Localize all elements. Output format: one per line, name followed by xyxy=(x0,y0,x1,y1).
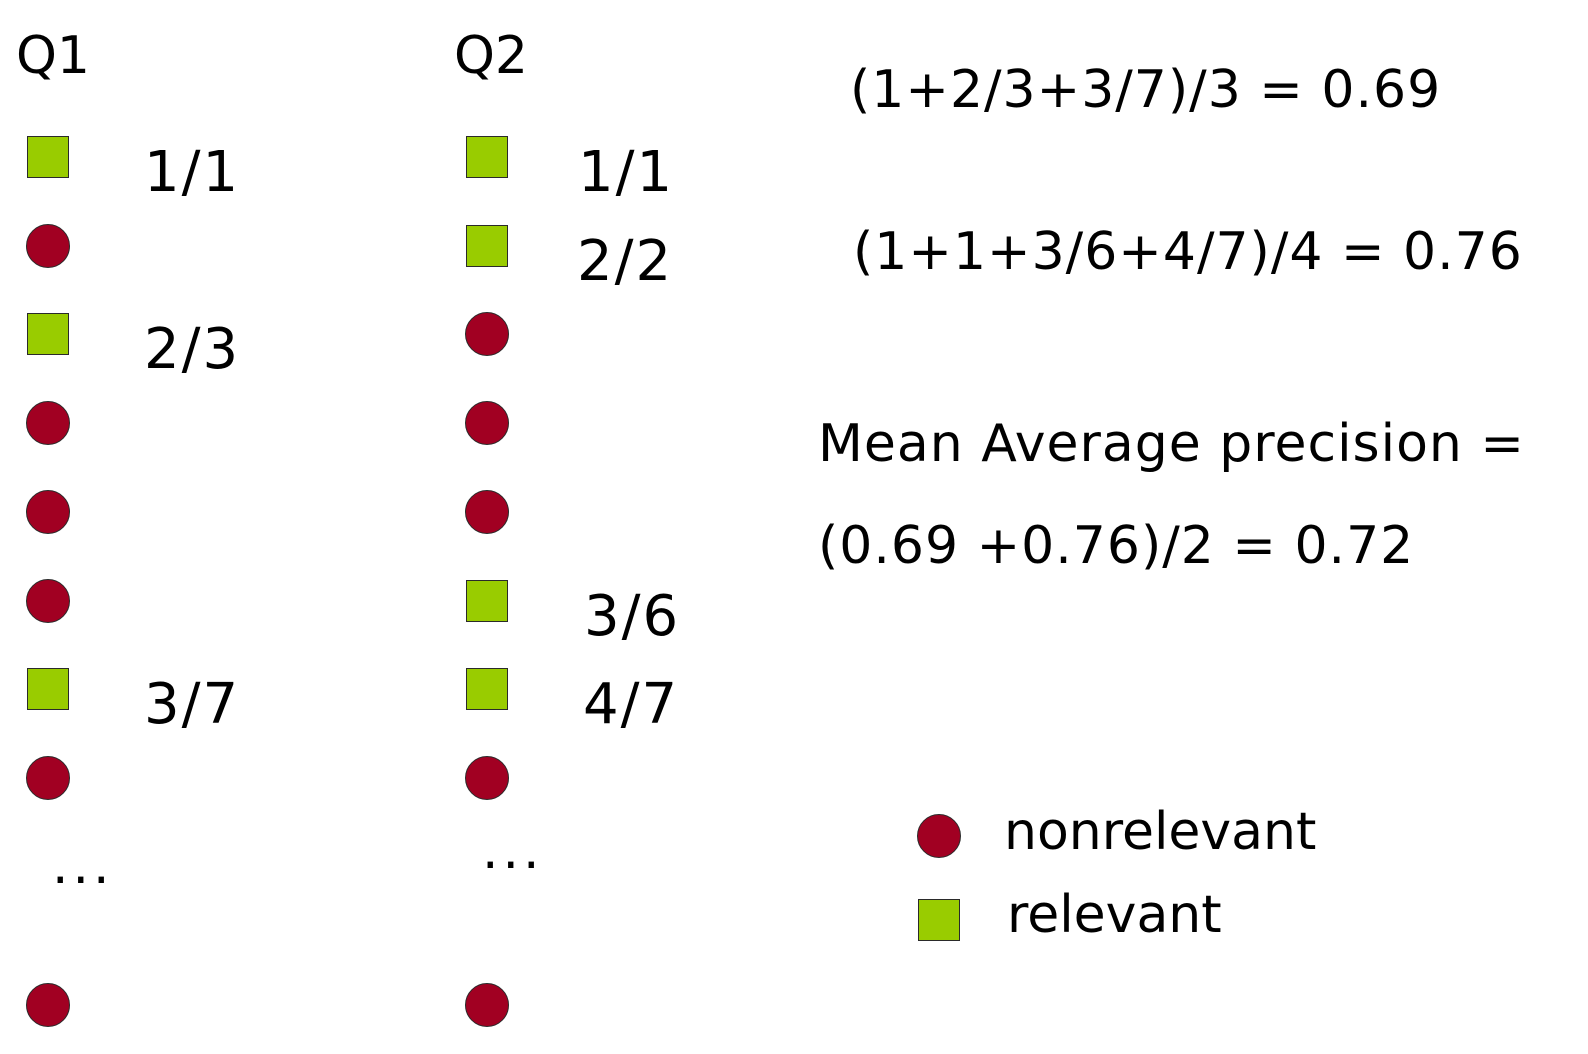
legend-nonrelevant-label: nonrelevant xyxy=(1004,802,1317,862)
legend-nonrelevant-marker xyxy=(917,814,961,858)
q2-rank-6-precision: 3/6 xyxy=(584,584,681,649)
q1-rank-3-relevant-marker xyxy=(27,313,69,355)
q2-rank-7-precision: 4/7 xyxy=(583,672,680,737)
q1-rank-8-nonrelevant-marker xyxy=(26,756,70,800)
q1-rank-4-nonrelevant-marker xyxy=(26,401,70,445)
legend-relevant-marker xyxy=(918,899,960,941)
q1-ellipsis: ... xyxy=(52,836,114,896)
q1-rank-7-precision: 3/7 xyxy=(144,672,241,737)
q2-rank-7-relevant-marker xyxy=(466,668,508,710)
q2-label: Q2 xyxy=(454,26,529,86)
q1-rank-6-nonrelevant-marker xyxy=(26,579,70,623)
q2-rank-1-relevant-marker xyxy=(466,136,508,178)
q2-rank-2-precision: 2/2 xyxy=(577,229,674,294)
q2-last-nonrelevant-marker xyxy=(465,983,509,1027)
q2-rank-3-nonrelevant-marker xyxy=(465,312,509,356)
q1-rank-1-relevant-marker xyxy=(27,136,69,178)
q1-label: Q1 xyxy=(16,26,91,86)
q1-last-nonrelevant-marker xyxy=(26,983,70,1027)
q2-rank-2-relevant-marker xyxy=(466,225,508,267)
legend-relevant-label: relevant xyxy=(1007,885,1222,945)
q1-rank-3-precision: 2/3 xyxy=(144,317,241,382)
q2-rank-4-nonrelevant-marker xyxy=(465,401,509,445)
map-formula: (0.69 +0.76)/2 = 0.72 xyxy=(818,516,1415,576)
q1-rank-5-nonrelevant-marker xyxy=(26,490,70,534)
q1-rank-1-precision: 1/1 xyxy=(144,140,241,205)
q1-average-precision-formula: (1+2/3+3/7)/3 = 0.69 xyxy=(850,60,1442,120)
q2-rank-5-nonrelevant-marker xyxy=(465,490,509,534)
q1-rank-7-relevant-marker xyxy=(27,668,69,710)
q2-rank-6-relevant-marker xyxy=(466,580,508,622)
q2-average-precision-formula: (1+1+3/6+4/7)/4 = 0.76 xyxy=(853,222,1523,282)
q1-rank-2-nonrelevant-marker xyxy=(26,224,70,268)
q2-rank-8-nonrelevant-marker xyxy=(465,756,509,800)
q2-rank-1-precision: 1/1 xyxy=(578,140,675,205)
map-label: Mean Average precision = xyxy=(818,414,1525,474)
q2-ellipsis: ... xyxy=(482,821,544,881)
